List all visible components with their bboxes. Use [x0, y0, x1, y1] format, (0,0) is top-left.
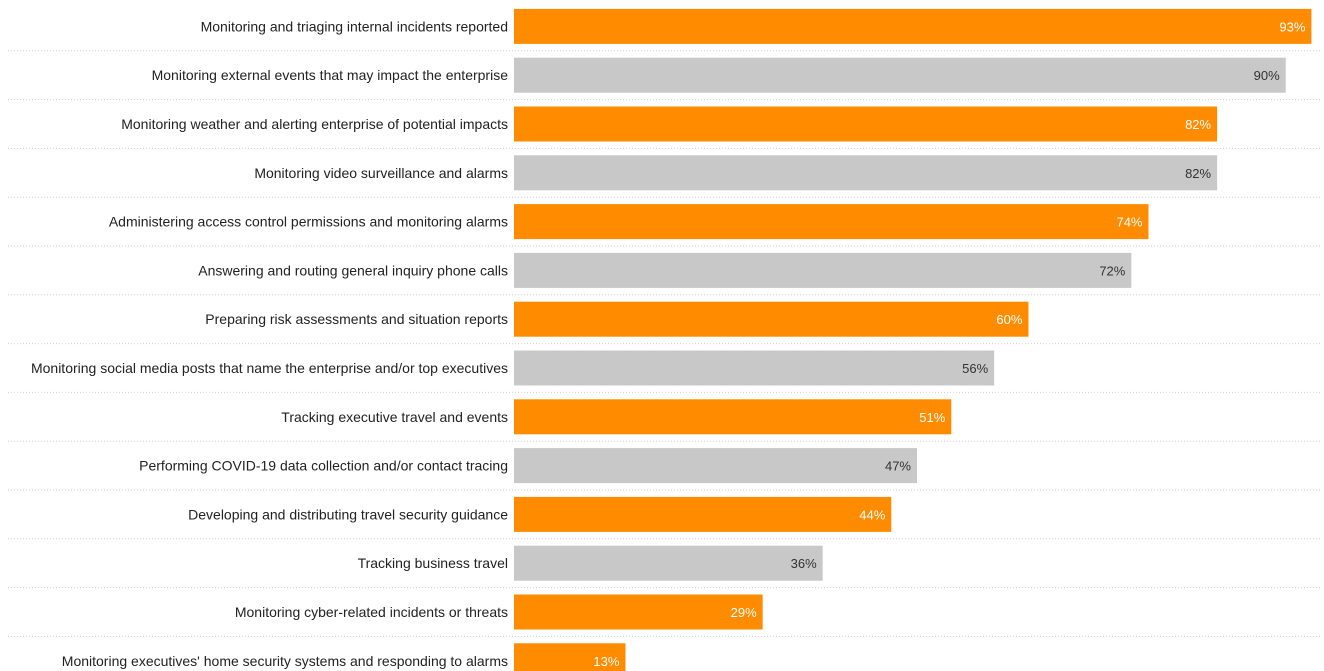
value-label: 47%: [885, 459, 911, 474]
category-label: Tracking executive travel and events: [281, 409, 508, 425]
bar: [514, 350, 995, 386]
category-label: Monitoring and triaging internal inciden…: [201, 18, 508, 34]
value-label: 90%: [1254, 68, 1280, 83]
value-label: 82%: [1185, 117, 1211, 132]
value-labels: 93% 90% 82% 82% 74% 72% 60% 56% 51% 47% 44% 36% 29% 1…: [593, 19, 1305, 668]
value-label: 44%: [859, 507, 885, 522]
category-label: Performing COVID-19 data collection and/…: [139, 458, 508, 474]
category-labels: Monitoring and triaging internal inciden…: [31, 18, 508, 668]
category-label: Monitoring weather and alerting enterpri…: [121, 116, 508, 132]
category-label: Tracking business travel: [358, 555, 508, 571]
category-label: Monitoring social media posts that name …: [31, 360, 508, 376]
value-label: 72%: [1099, 263, 1125, 278]
bar: [514, 57, 1286, 93]
bar: [514, 8, 1312, 44]
category-label: Developing and distributing travel secur…: [188, 506, 508, 522]
category-label: Monitoring cyber-related incidents or th…: [235, 604, 508, 620]
bars-group: [514, 8, 1312, 671]
category-label: Administering access control permissions…: [109, 214, 508, 230]
bar: [514, 496, 892, 532]
value-label: 74%: [1116, 215, 1142, 230]
bar: [514, 155, 1218, 191]
value-label: 93%: [1279, 19, 1305, 34]
bar: [514, 448, 917, 484]
category-label: Monitoring video surveillance and alarms: [254, 165, 508, 181]
value-label: 36%: [791, 556, 817, 571]
bar: [514, 545, 823, 581]
value-label: 56%: [962, 361, 988, 376]
category-label: Preparing risk assessments and situation…: [205, 311, 508, 327]
bar: [514, 204, 1149, 240]
value-label: 29%: [731, 605, 757, 620]
category-label: Monitoring executives' home security sys…: [62, 653, 508, 669]
value-label: 13%: [593, 654, 619, 669]
value-label: 82%: [1185, 166, 1211, 181]
bar: [514, 643, 626, 671]
bar: [514, 594, 763, 630]
value-label: 51%: [919, 410, 945, 425]
bar: [514, 106, 1218, 142]
bar: [514, 252, 1132, 288]
bar: [514, 399, 952, 435]
value-label: 60%: [996, 312, 1022, 327]
bar: [514, 301, 1029, 337]
category-label: Answering and routing general inquiry ph…: [198, 262, 508, 278]
category-label: Monitoring external events that may impa…: [152, 67, 509, 83]
